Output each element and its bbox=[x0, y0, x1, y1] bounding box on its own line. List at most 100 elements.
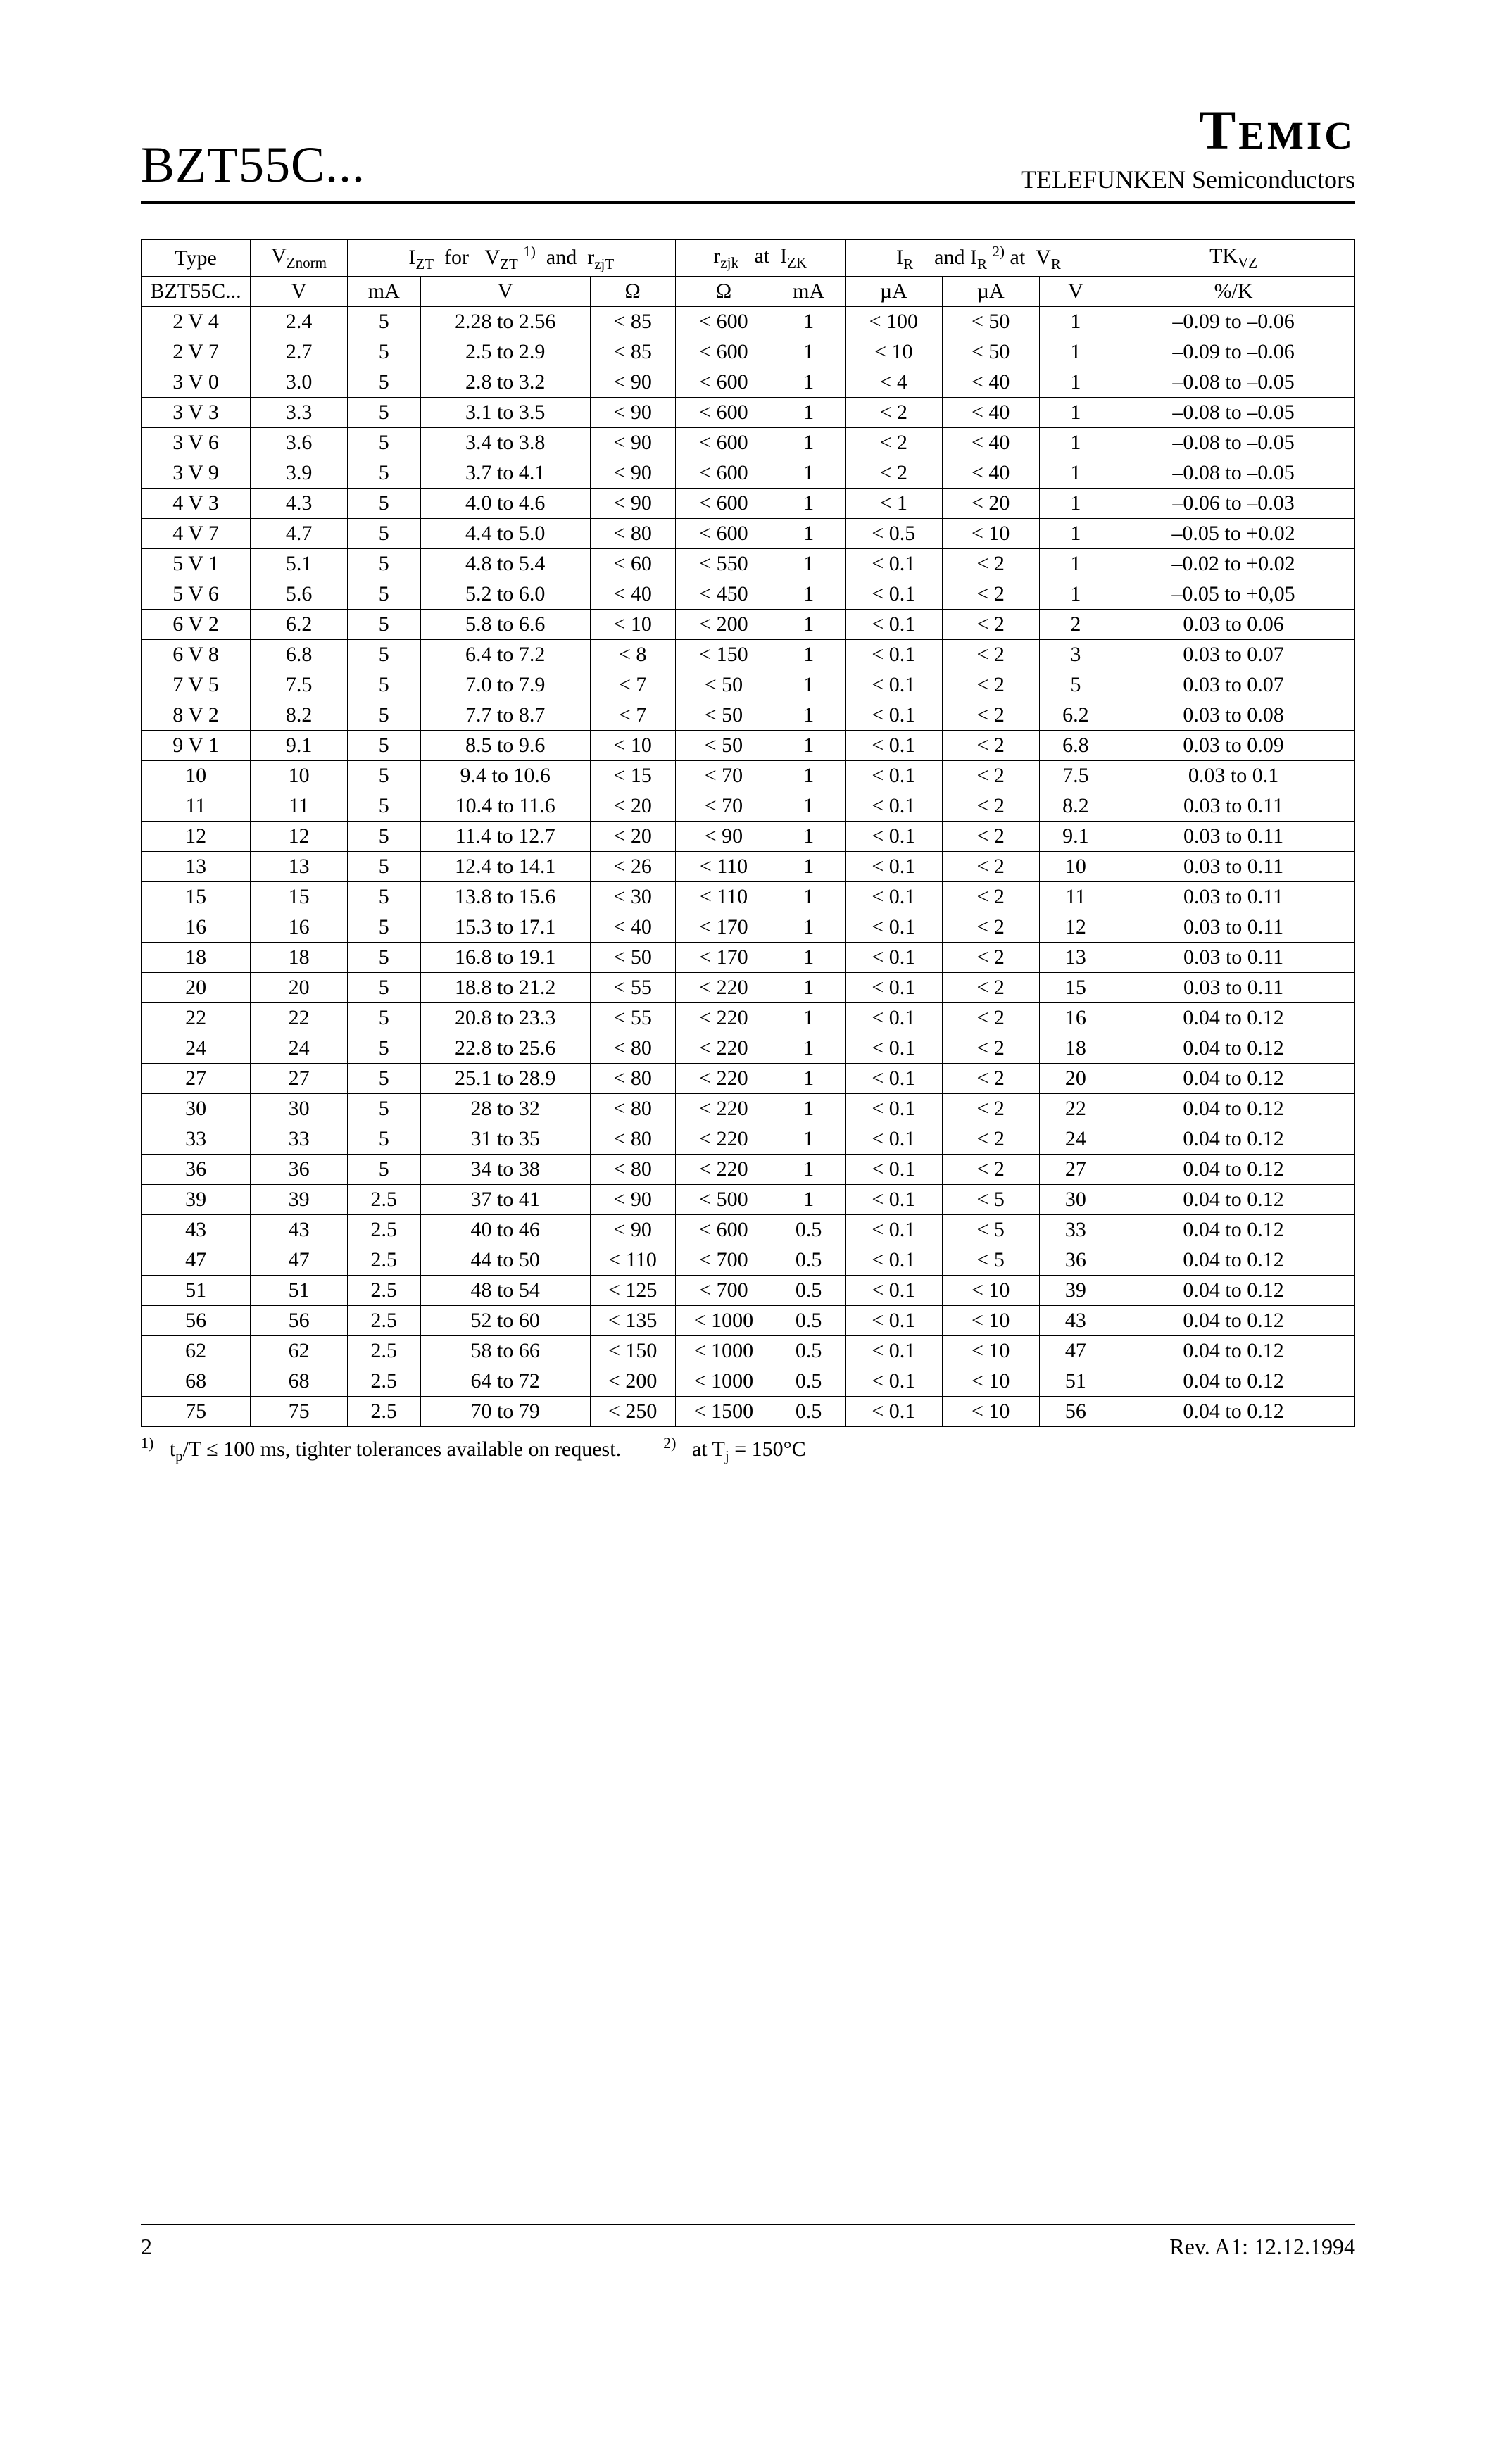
cell-vzt: 40 to 46 bbox=[420, 1215, 590, 1245]
cell-ir2: < 40 bbox=[942, 398, 1039, 428]
cell-vzt: 13.8 to 15.6 bbox=[420, 882, 590, 912]
cell-vz: 27 bbox=[251, 1064, 348, 1094]
cell-ir1: < 0.1 bbox=[845, 1094, 942, 1124]
cell-ir1: < 0.1 bbox=[845, 852, 942, 882]
cell-vz: 5.6 bbox=[251, 579, 348, 610]
cell-ir1: < 0.1 bbox=[845, 761, 942, 791]
cell-vr: 5 bbox=[1039, 670, 1112, 700]
table-row: 1515513.8 to 15.6< 30< 1101< 0.1< 2110.0… bbox=[142, 882, 1355, 912]
cell-ir2: < 2 bbox=[942, 670, 1039, 700]
cell-vr: 47 bbox=[1039, 1336, 1112, 1366]
cell-rzjt: < 80 bbox=[590, 1064, 675, 1094]
cell-izt: 2.5 bbox=[348, 1245, 420, 1276]
cell-type: 20 bbox=[142, 973, 251, 1003]
cell-vz: 56 bbox=[251, 1306, 348, 1336]
cell-rzjt: < 55 bbox=[590, 1003, 675, 1033]
cell-izk: 1 bbox=[772, 761, 845, 791]
cell-vz: 6.8 bbox=[251, 640, 348, 670]
cell-type: 33 bbox=[142, 1124, 251, 1155]
cell-ir2: < 2 bbox=[942, 1094, 1039, 1124]
cell-izt: 5 bbox=[348, 579, 420, 610]
cell-vz: 18 bbox=[251, 943, 348, 973]
cell-tk: 0.04 to 0.12 bbox=[1112, 1366, 1355, 1397]
cell-tk: 0.04 to 0.12 bbox=[1112, 1155, 1355, 1185]
cell-ir2: < 10 bbox=[942, 519, 1039, 549]
cell-vzt: 15.3 to 17.1 bbox=[420, 912, 590, 943]
th-izt-unit: mA bbox=[348, 277, 420, 307]
cell-vzt: 44 to 50 bbox=[420, 1245, 590, 1276]
cell-ir1: < 0.1 bbox=[845, 1306, 942, 1336]
cell-rzjk: < 50 bbox=[675, 700, 772, 731]
cell-rzjk: < 50 bbox=[675, 731, 772, 761]
cell-rzjt: < 15 bbox=[590, 761, 675, 791]
cell-ir2: < 10 bbox=[942, 1397, 1039, 1427]
cell-vr: 51 bbox=[1039, 1366, 1112, 1397]
cell-tk: 0.04 to 0.12 bbox=[1112, 1215, 1355, 1245]
cell-izt: 5 bbox=[348, 337, 420, 367]
th-rzjt-unit: Ω bbox=[590, 277, 675, 307]
cell-vr: 2 bbox=[1039, 610, 1112, 640]
table-row: 2222520.8 to 23.3< 55< 2201< 0.1< 2160.0… bbox=[142, 1003, 1355, 1033]
cell-rzjt: < 80 bbox=[590, 1124, 675, 1155]
cell-rzjk: < 600 bbox=[675, 1215, 772, 1245]
th-ir2-unit: µA bbox=[942, 277, 1039, 307]
cell-izt: 5 bbox=[348, 489, 420, 519]
cell-izt: 5 bbox=[348, 731, 420, 761]
cell-ir1: < 0.1 bbox=[845, 1124, 942, 1155]
cell-vzt: 58 to 66 bbox=[420, 1336, 590, 1366]
cell-type: 56 bbox=[142, 1306, 251, 1336]
cell-izk: 1 bbox=[772, 549, 845, 579]
cell-vzt: 11.4 to 12.7 bbox=[420, 822, 590, 852]
cell-vzt: 2.5 to 2.9 bbox=[420, 337, 590, 367]
cell-rzjk: < 220 bbox=[675, 1064, 772, 1094]
page: BZT55C... Temic TELEFUNKEN Semiconductor… bbox=[0, 0, 1496, 2464]
cell-vr: 15 bbox=[1039, 973, 1112, 1003]
cell-ir2: < 5 bbox=[942, 1215, 1039, 1245]
cell-izk: 0.5 bbox=[772, 1306, 845, 1336]
cell-vz: 3.9 bbox=[251, 458, 348, 489]
cell-tk: 0.04 to 0.12 bbox=[1112, 1245, 1355, 1276]
cell-tk: –0.09 to –0.06 bbox=[1112, 307, 1355, 337]
cell-ir2: < 2 bbox=[942, 1155, 1039, 1185]
th-rzjk-group: rzjk at IZK bbox=[675, 240, 845, 277]
cell-rzjk: < 90 bbox=[675, 822, 772, 852]
table-row: 7 V 57.557.0 to 7.9< 7< 501< 0.1< 250.03… bbox=[142, 670, 1355, 700]
cell-rzjk: < 220 bbox=[675, 1094, 772, 1124]
cell-rzjt: < 80 bbox=[590, 1094, 675, 1124]
cell-vr: 1 bbox=[1039, 367, 1112, 398]
cell-ir1: < 100 bbox=[845, 307, 942, 337]
cell-tk: 0.03 to 0.07 bbox=[1112, 670, 1355, 700]
cell-tk: –0.08 to –0.05 bbox=[1112, 367, 1355, 398]
cell-rzjk: < 600 bbox=[675, 519, 772, 549]
cell-vr: 11 bbox=[1039, 882, 1112, 912]
cell-type: 6 V 2 bbox=[142, 610, 251, 640]
cell-vz: 15 bbox=[251, 882, 348, 912]
cell-ir2: < 50 bbox=[942, 337, 1039, 367]
cell-vzt: 12.4 to 14.1 bbox=[420, 852, 590, 882]
cell-tk: 0.04 to 0.12 bbox=[1112, 1094, 1355, 1124]
table-row: 3 V 03.052.8 to 3.2< 90< 6001< 4< 401–0.… bbox=[142, 367, 1355, 398]
cell-vz: 2.7 bbox=[251, 337, 348, 367]
table-row: 3030528 to 32< 80< 2201< 0.1< 2220.04 to… bbox=[142, 1094, 1355, 1124]
cell-izk: 1 bbox=[772, 367, 845, 398]
table-row: 51512.548 to 54< 125< 7000.5< 0.1< 10390… bbox=[142, 1276, 1355, 1306]
cell-vr: 43 bbox=[1039, 1306, 1112, 1336]
cell-type: 5 V 1 bbox=[142, 549, 251, 579]
table-row: 2020518.8 to 21.2< 55< 2201< 0.1< 2150.0… bbox=[142, 973, 1355, 1003]
cell-izt: 5 bbox=[348, 670, 420, 700]
cell-vz: 12 bbox=[251, 822, 348, 852]
page-number: 2 bbox=[141, 2234, 152, 2260]
spec-table: Type VZnorm IZT for VZT 1) and rzjT rzjk… bbox=[141, 239, 1355, 1427]
table-row: 1818516.8 to 19.1< 50< 1701< 0.1< 2130.0… bbox=[142, 943, 1355, 973]
table-row: 3 V 33.353.1 to 3.5< 90< 6001< 2< 401–0.… bbox=[142, 398, 1355, 428]
th-ir-group: IR and IR 2) at VR bbox=[845, 240, 1112, 277]
cell-rzjk: < 550 bbox=[675, 549, 772, 579]
cell-ir1: < 0.1 bbox=[845, 1245, 942, 1276]
cell-ir2: < 2 bbox=[942, 973, 1039, 1003]
cell-ir2: < 2 bbox=[942, 1124, 1039, 1155]
cell-rzjt: < 90 bbox=[590, 458, 675, 489]
th-vznorm-unit: V bbox=[251, 277, 348, 307]
cell-vzt: 4.8 to 5.4 bbox=[420, 549, 590, 579]
cell-ir1: < 0.1 bbox=[845, 1397, 942, 1427]
cell-vr: 33 bbox=[1039, 1215, 1112, 1245]
